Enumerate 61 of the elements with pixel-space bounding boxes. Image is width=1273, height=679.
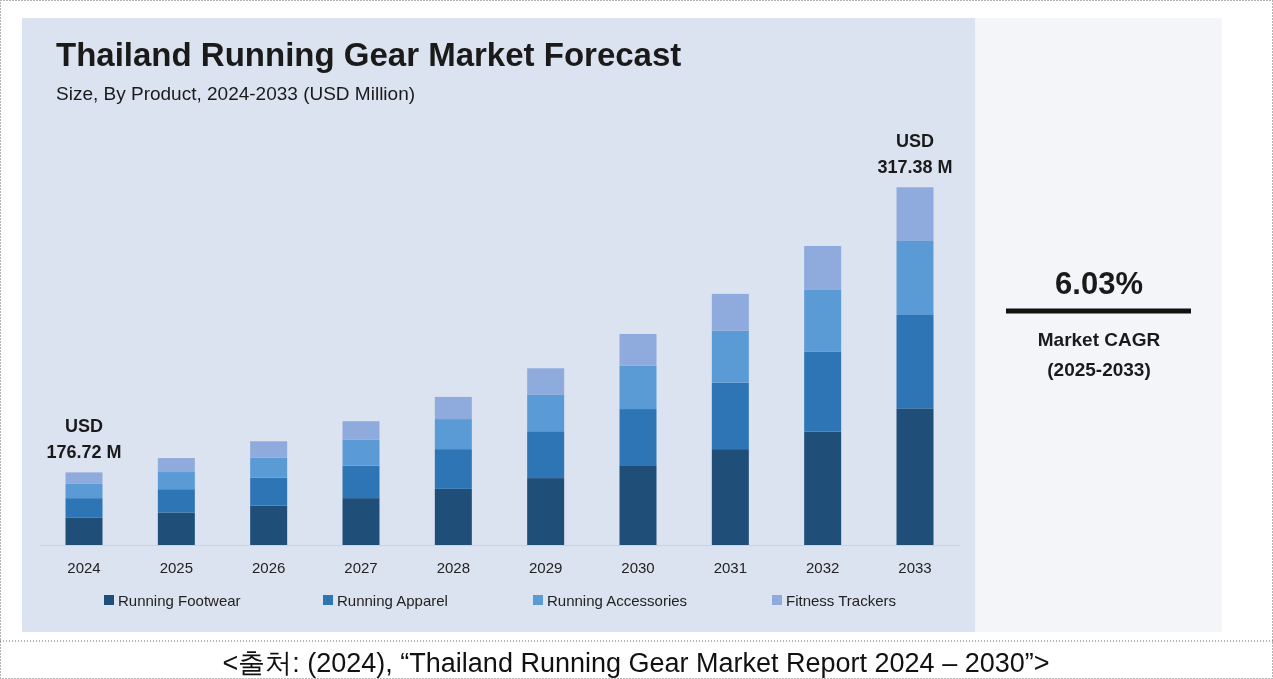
bar — [434, 419, 472, 450]
bar — [896, 315, 934, 409]
bar — [342, 439, 380, 466]
bar — [804, 351, 842, 432]
bar — [250, 505, 288, 545]
bar — [711, 382, 749, 450]
total-label: USD 317.38 M — [877, 131, 953, 178]
bar — [527, 368, 565, 395]
bar — [434, 449, 472, 489]
legend-label: Fitness Trackers — [786, 592, 897, 609]
bar — [896, 408, 934, 545]
bar — [342, 465, 380, 499]
bar — [619, 333, 657, 366]
bar — [342, 421, 380, 440]
legend-label: Running Footwear — [118, 592, 241, 609]
bar — [619, 409, 657, 466]
bar — [527, 394, 565, 432]
x-tick-label: 2025 — [159, 559, 194, 576]
x-tick-label: 2024 — [67, 559, 101, 576]
x-tick-label: 2032 — [805, 559, 840, 576]
bar — [434, 396, 472, 420]
bar — [65, 498, 103, 518]
bar — [896, 240, 934, 315]
bar — [527, 478, 565, 545]
x-tick-label: 2027 — [344, 559, 378, 576]
bar — [434, 488, 472, 545]
x-tick-label: 2029 — [528, 559, 563, 576]
bar — [804, 289, 842, 352]
x-tick-label: 2028 — [436, 559, 471, 576]
bar — [804, 431, 842, 545]
bar — [157, 458, 195, 473]
x-tick-label: 2033 — [898, 559, 932, 576]
bar — [250, 441, 288, 458]
chart-title: Thailand Running Gear Market Forecast — [56, 36, 682, 73]
text: Market CAGR (2025-2033) — [1037, 329, 1161, 380]
bar — [65, 517, 103, 545]
bar — [804, 245, 842, 290]
x-tick-label: 2031 — [713, 559, 748, 576]
text: <출처: (2024), “Thailand Running Gear Market Report 2024 – 2030”> — [222, 648, 1050, 678]
bar — [157, 512, 195, 545]
chart-subtitle: Size, By Product, 2024-2033 (USD Million) — [56, 83, 416, 104]
bar — [619, 365, 657, 410]
legend-label: Running Accessories — [547, 592, 688, 609]
bar — [619, 465, 657, 545]
total-label: USD 176.72 M — [46, 416, 122, 463]
legend-label: Running Apparel — [337, 592, 448, 609]
bar — [250, 477, 288, 506]
bar — [250, 457, 288, 478]
bar — [527, 431, 565, 479]
bar — [157, 489, 195, 513]
text: 6.03% — [1055, 266, 1143, 301]
bar — [711, 449, 749, 545]
bar — [65, 472, 103, 484]
bar — [65, 483, 103, 499]
bar — [342, 498, 380, 545]
bar — [711, 330, 749, 383]
bar — [896, 187, 934, 241]
x-tick-label: 2026 — [251, 559, 286, 576]
x-tick-label: 2030 — [621, 559, 655, 576]
bar — [157, 472, 195, 490]
bar — [711, 293, 749, 331]
